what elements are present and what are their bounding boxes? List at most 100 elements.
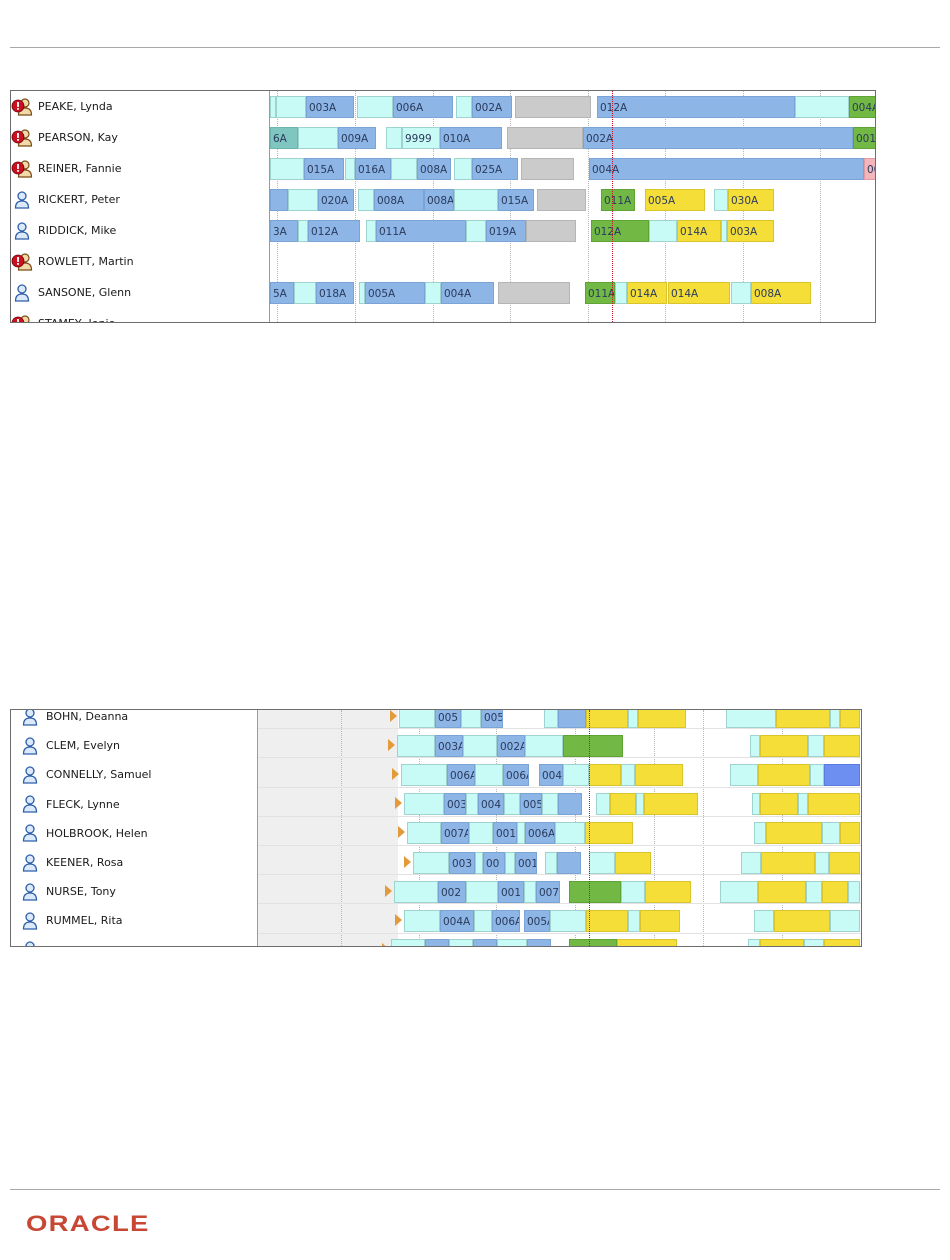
shift-activity-bar[interactable] (804, 939, 824, 946)
shift-activity-bar[interactable] (550, 910, 586, 932)
shift-activity-bar[interactable] (386, 126, 402, 149)
shift-activity-bar[interactable] (407, 822, 441, 845)
shift-activity-bar[interactable]: 009A (338, 126, 376, 149)
shift-activity-bar[interactable] (829, 851, 860, 874)
shift-activity-bar[interactable] (404, 793, 444, 816)
shift-activity-bar[interactable] (469, 822, 493, 845)
shift-activity-bar[interactable] (758, 880, 806, 903)
shift-activity-bar[interactable] (425, 281, 441, 304)
shift-activity-bar[interactable]: 007A (536, 880, 560, 903)
shift-activity-bar[interactable]: 00 (483, 851, 505, 874)
shift-activity-bar[interactable] (399, 710, 435, 728)
shift-activity-bar[interactable]: 011A (376, 219, 466, 242)
shift-activity-bar[interactable] (824, 764, 860, 786)
shift-activity-bar[interactable] (621, 764, 635, 786)
shift-activity-bar[interactable] (558, 793, 582, 816)
shift-activity-bar[interactable]: 006A (525, 822, 555, 845)
shift-activity-bar[interactable] (359, 281, 365, 304)
shift-activity-bar[interactable]: 008 (527, 939, 551, 946)
shift-activity-bar[interactable] (515, 95, 591, 118)
shift-activity-bar[interactable]: 003 (449, 851, 475, 874)
shift-activity-bar[interactable] (720, 880, 758, 903)
shift-activity-bar[interactable] (798, 793, 808, 816)
shift-activity-bar[interactable]: 008A (424, 188, 454, 211)
shift-activity-bar[interactable] (555, 822, 585, 845)
shift-activity-bar[interactable] (621, 880, 645, 903)
shift-activity-bar[interactable]: 018A (316, 281, 354, 304)
employee-row[interactable]: RUMMEL, Rita (11, 906, 257, 935)
shift-activity-bar[interactable] (586, 910, 628, 932)
shift-activity-bar[interactable] (357, 95, 393, 118)
employee-row[interactable]: KEENER, Rosa (11, 848, 257, 877)
shift-activity-bar[interactable] (557, 851, 581, 874)
shift-activity-bar[interactable]: 008A (417, 157, 451, 180)
shift-activity-bar[interactable] (358, 188, 374, 211)
shift-activity-bar[interactable] (288, 188, 318, 211)
shift-activity-bar[interactable] (526, 219, 576, 242)
shift-activity-bar[interactable]: 6A (270, 126, 298, 149)
shift-activity-bar[interactable] (822, 822, 840, 845)
shift-activity-bar[interactable] (558, 710, 586, 728)
shift-activity-bar[interactable] (505, 851, 515, 874)
shift-activity-bar[interactable] (298, 126, 338, 149)
shift-activity-bar[interactable] (345, 157, 355, 180)
shift-activity-bar[interactable] (754, 822, 766, 845)
shift-activity-bar[interactable]: 006A (503, 764, 529, 786)
shift-activity-bar[interactable] (840, 822, 860, 845)
shift-activity-bar[interactable] (569, 939, 617, 946)
shift-activity-bar[interactable]: 005 (481, 710, 503, 728)
shift-activity-bar[interactable] (596, 793, 610, 816)
shift-activity-bar[interactable] (270, 157, 304, 180)
shift-activity-bar[interactable] (270, 188, 288, 211)
shift-activity-bar[interactable]: 010A (440, 126, 502, 149)
shift-activity-bar[interactable] (731, 281, 751, 304)
shift-activity-bar[interactable]: 003A (435, 734, 463, 757)
shift-activity-bar[interactable] (766, 822, 822, 845)
shift-activity-bar[interactable]: 025A (472, 157, 518, 180)
shift-activity-bar[interactable] (507, 126, 583, 149)
shift-activity-bar[interactable] (640, 910, 680, 932)
employee-row[interactable]: HOLBROOK, Helen (11, 819, 257, 848)
shift-activity-bar[interactable] (822, 880, 848, 903)
shift-activity-bar[interactable] (524, 880, 536, 903)
shift-activity-bar[interactable]: 014A (677, 219, 721, 242)
shift-activity-bar[interactable]: 003A (306, 95, 354, 118)
shift-activity-bar[interactable] (730, 764, 758, 786)
shift-activity-bar[interactable] (815, 851, 829, 874)
shift-activity-bar[interactable]: 005A (645, 188, 705, 211)
employee-row[interactable]: CLEM, Evelyn (11, 731, 257, 760)
shift-activity-bar[interactable] (270, 95, 276, 118)
employee-row[interactable]: RIDDICK, Mike (11, 215, 269, 246)
shift-activity-bar[interactable] (806, 880, 822, 903)
shift-activity-bar[interactable] (544, 710, 558, 728)
shift-activity-bar[interactable]: 006A (492, 910, 520, 932)
shift-activity-bar[interactable]: 019A (486, 219, 526, 242)
shift-activity-bar[interactable] (475, 764, 503, 786)
shift-activity-bar[interactable] (466, 219, 486, 242)
shift-activity-bar[interactable] (563, 764, 589, 786)
shift-activity-bar[interactable]: 007A (441, 822, 469, 845)
shift-activity-bar[interactable] (397, 734, 435, 757)
shift-activity-bar[interactable]: 002A (583, 126, 853, 149)
shift-activity-bar[interactable]: 005A (365, 281, 425, 304)
shift-activity-bar[interactable]: 9999 (402, 126, 440, 149)
shift-activity-bar[interactable] (454, 157, 472, 180)
shift-activity-bar[interactable] (830, 710, 840, 728)
shift-activity-bar[interactable] (726, 710, 776, 728)
shift-activity-bar[interactable] (645, 880, 691, 903)
shift-activity-bar[interactable] (761, 851, 815, 874)
shift-activity-bar[interactable]: 011A (601, 188, 635, 211)
shift-activity-bar[interactable] (366, 219, 376, 242)
shift-activity-bar[interactable] (542, 793, 558, 816)
shift-activity-bar[interactable]: 005 (435, 710, 461, 728)
shift-activity-bar[interactable]: 012A (597, 95, 795, 118)
shift-activity-bar[interactable] (810, 764, 824, 786)
shift-activity-bar[interactable] (610, 793, 636, 816)
employee-row[interactable]: PEAKE, Lynda (11, 91, 269, 122)
shift-activity-bar[interactable] (401, 764, 447, 786)
shift-activity-bar[interactable] (475, 851, 483, 874)
shift-activity-bar[interactable]: 008A (374, 188, 424, 211)
employee-row[interactable] (11, 936, 257, 946)
shift-activity-bar[interactable]: 003 (444, 793, 466, 816)
shift-activity-bar[interactable]: 030A (728, 188, 774, 211)
